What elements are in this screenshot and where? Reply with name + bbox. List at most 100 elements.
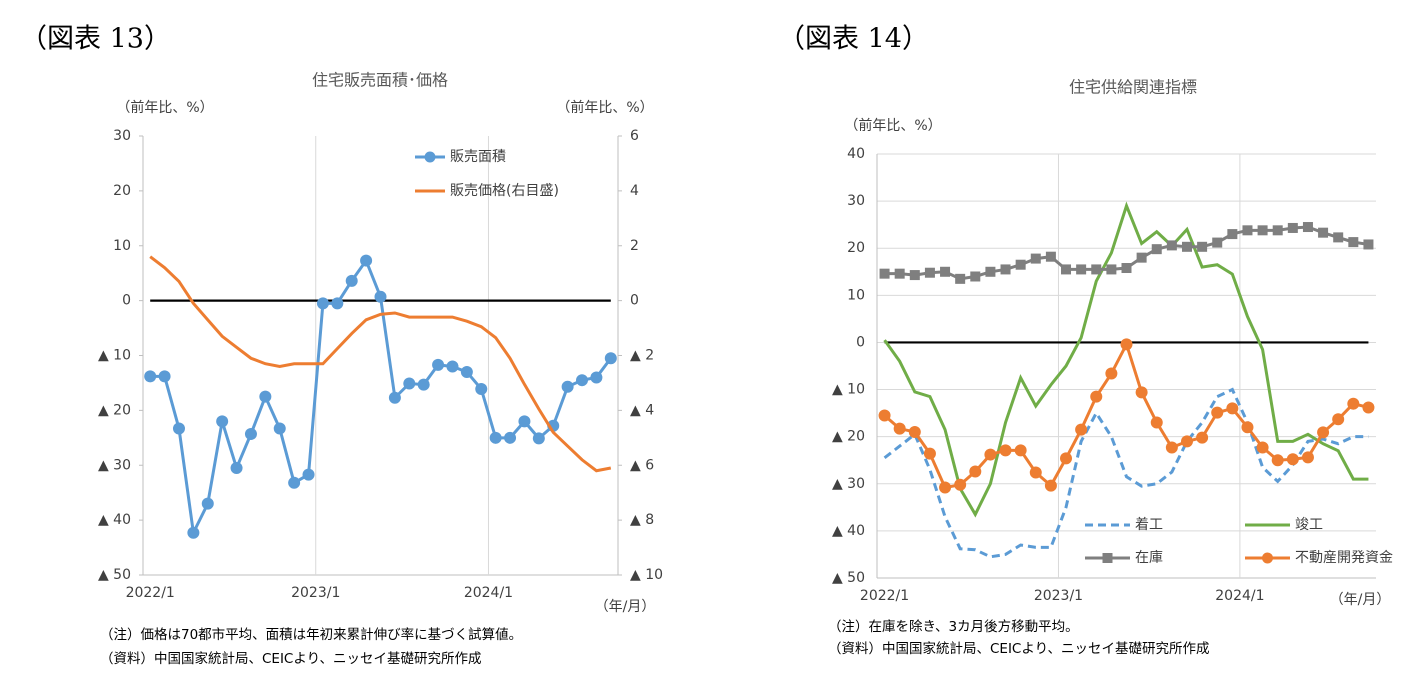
marker [1286,453,1299,466]
chart: （図表 13） 住宅販売面積･価格 （前年比、%） （前年比、%） （年/月） （注）価格… [20,24,663,668]
marker [985,266,996,277]
marker [187,526,200,539]
chart-title: 住宅供給関連指標 [1069,78,1197,97]
marker [924,267,935,278]
marker [1030,253,1041,264]
legend-marker [1262,552,1273,564]
marker [1165,441,1178,454]
y-tick-label: ▲ 20 [832,429,865,445]
legend-label: 販売価格(右目盛) [450,183,559,199]
marker [1257,225,1268,236]
x-tick-label: 2023/1 [1034,588,1083,604]
marker [1256,441,1269,454]
marker [908,425,921,438]
marker [1227,229,1238,240]
marker [446,360,459,373]
x-axis-label: （年/月） [1330,592,1391,608]
marker [273,422,286,435]
marker [432,358,445,371]
figure-label: （図表 13） [20,24,171,55]
marker [590,371,603,384]
marker [984,448,997,461]
marker [1181,241,1192,252]
marker [403,377,416,390]
marker [1090,390,1103,403]
marker [244,427,257,440]
marker [1211,406,1224,419]
y-tick-label: ▲ 40 [98,512,131,528]
series-line [883,340,1369,490]
marker [1363,239,1374,250]
marker [144,370,157,383]
legend-label: 不動産開発資金 [1295,550,1393,566]
note: （注）在庫を除き、3カ月後方移動平均。 [828,619,1079,635]
marker [374,290,387,303]
marker [1105,367,1118,380]
x-tick-label: 2024/1 [464,585,513,601]
marker [331,297,344,310]
marker [1014,444,1027,457]
marker [316,297,329,310]
marker [1044,479,1057,492]
x-tick-label: 2024/1 [1215,588,1264,604]
y-tick-label: ▲ 10 [98,348,131,364]
marker [216,415,229,428]
chart-title: 住宅販売面積･価格 [312,71,448,90]
y-tick-label: 30 [847,193,865,209]
figure-label: （図表 14） [778,24,929,55]
note: （資料）中国国家統計局、CEICより、ニッセイ基礎研究所作成 [828,640,1210,657]
marker [999,444,1012,457]
legend-marker [1102,553,1113,563]
marker [1302,222,1313,233]
marker [894,268,905,279]
y2-tick-label: 4 [630,183,639,199]
marker [1333,232,1344,243]
legend-label: 販売面積 [450,149,506,165]
marker [1060,452,1073,465]
marker [1348,237,1359,248]
marker [360,254,373,267]
marker [1136,252,1147,263]
y-tick-label: ▲ 30 [832,476,865,492]
legend-marker [424,151,436,163]
marker [1362,401,1375,414]
marker [302,468,315,481]
marker [1272,225,1283,236]
marker [1166,240,1177,251]
marker [388,391,401,404]
y2-tick-label: ▲ 2 [630,348,654,364]
y-tick-label: 10 [847,287,865,303]
marker [1150,416,1163,429]
y-axis-label: （前年比、%） [844,117,941,134]
marker [604,352,617,365]
marker [201,497,214,510]
y-tick-label: 0 [856,334,865,350]
marker [1000,264,1011,275]
marker [939,481,952,494]
note: （注）価格は70都市平均、面積は年初来累計伸び率に基づく試算値。 [100,626,522,643]
marker [1318,227,1329,238]
series-line [883,201,1369,518]
y-tick-label: ▲ 20 [98,402,131,418]
marker [878,409,891,422]
y-tick-label: ▲ 50 [98,567,131,583]
y-tick-label: 20 [113,183,131,199]
marker [1135,386,1148,399]
marker [1180,435,1193,448]
marker [288,476,301,489]
marker [1121,263,1132,274]
y-tick-label: ▲ 10 [832,382,865,398]
marker [1287,222,1298,233]
marker [576,374,589,387]
x-axis-label: （年/月） [595,599,656,615]
note: （資料）中国国家統計局、CEICより、ニッセイ基礎研究所作成 [100,650,482,667]
y2-tick-label: ▲ 8 [630,512,654,528]
marker [532,432,545,445]
y-tick-label: ▲ 40 [832,523,865,539]
y-tick-label: 10 [113,238,131,254]
marker [259,390,272,403]
marker [1196,431,1209,444]
marker [1029,466,1042,479]
y2-axis-label: （前年比、%） [556,99,653,116]
